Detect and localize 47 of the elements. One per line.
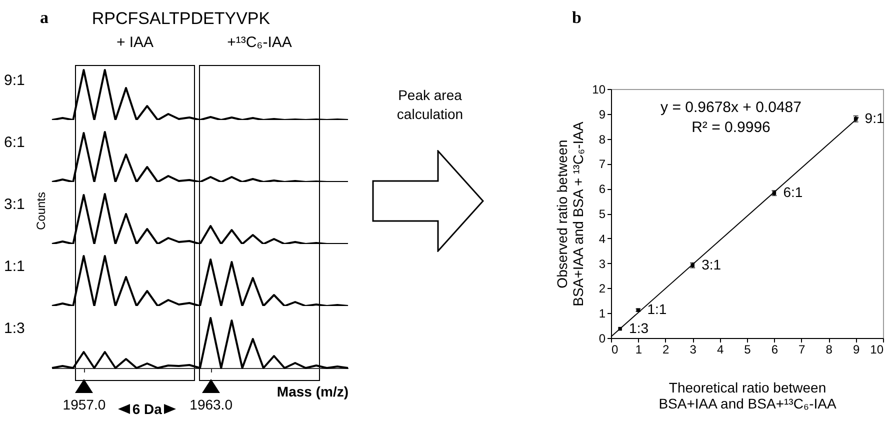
- y-axis-title: 6:1: [4, 134, 25, 151]
- x-axis-title: Mass (m/z): [276, 384, 348, 400]
- y-tick-label: 1: [598, 306, 606, 321]
- data-label: 1:1: [647, 301, 667, 318]
- y-tick-label: 8: [598, 132, 606, 146]
- data-label: 1:3: [629, 320, 649, 336]
- x-tick-label: 8: [826, 342, 833, 356]
- x-tick-label: 4: [716, 342, 724, 356]
- x-tick-label: 3: [690, 342, 697, 356]
- x-tick-label: 7: [798, 342, 806, 356]
- y-axis-title: 1:3: [4, 320, 25, 337]
- x-axis-title: Theoretical ratio between BSA+IAA and BSA+¹³C₆-IAA: [658, 380, 837, 412]
- x-tick-label: 1: [635, 342, 642, 356]
- text: 6 Da: [132, 401, 162, 417]
- x-tick-label: 10: [870, 342, 884, 356]
- x-tick-label: 0: [612, 342, 618, 356]
- text: a: [40, 8, 48, 28]
- y-tick-label: 10: [592, 82, 606, 96]
- y-tick-label: 3: [598, 256, 606, 271]
- x-tick-label: 2: [662, 342, 670, 356]
- data-label: 3:1: [702, 256, 722, 272]
- text: +¹³C₆-IAA: [226, 34, 293, 51]
- x-tick-label: 5: [744, 342, 752, 356]
- x-tick-label: 9: [852, 342, 860, 356]
- annotation: y = 0.9678x + 0.0487: [660, 99, 802, 116]
- y-axis-title: 9:1: [4, 72, 25, 89]
- annotation: R² = 0.9996: [692, 119, 770, 136]
- y-tick-label: 0: [598, 332, 606, 346]
- y-axis-title: 3:1: [4, 196, 25, 213]
- text: Peak area calculation: [396, 86, 464, 124]
- y-tick-label: 5: [598, 207, 606, 221]
- x-tick-label: 1963.0: [190, 396, 233, 412]
- data-label: 6:1: [783, 184, 803, 200]
- y-tick-label: 7: [598, 157, 606, 172]
- text: b: [572, 8, 582, 28]
- y-tick-label: 9: [598, 107, 606, 122]
- annotation: Counts: [34, 192, 48, 230]
- y-axis-title: Observed ratio between BSA+IAA and BSA + ¹³C₆-IAA: [554, 121, 586, 306]
- y-axis-title: 1:1: [4, 258, 25, 275]
- x-tick-label: 6: [771, 342, 778, 356]
- chart-title: RPCFSALTPDETYVPK: [90, 9, 272, 29]
- text: + IAA: [115, 34, 155, 51]
- data-label: 9:1: [864, 110, 884, 126]
- y-tick-label: 2: [598, 282, 606, 296]
- y-tick-label: 6: [598, 182, 606, 196]
- x-tick-label: 1957.0: [62, 396, 106, 412]
- y-tick-label: 4: [598, 232, 606, 246]
